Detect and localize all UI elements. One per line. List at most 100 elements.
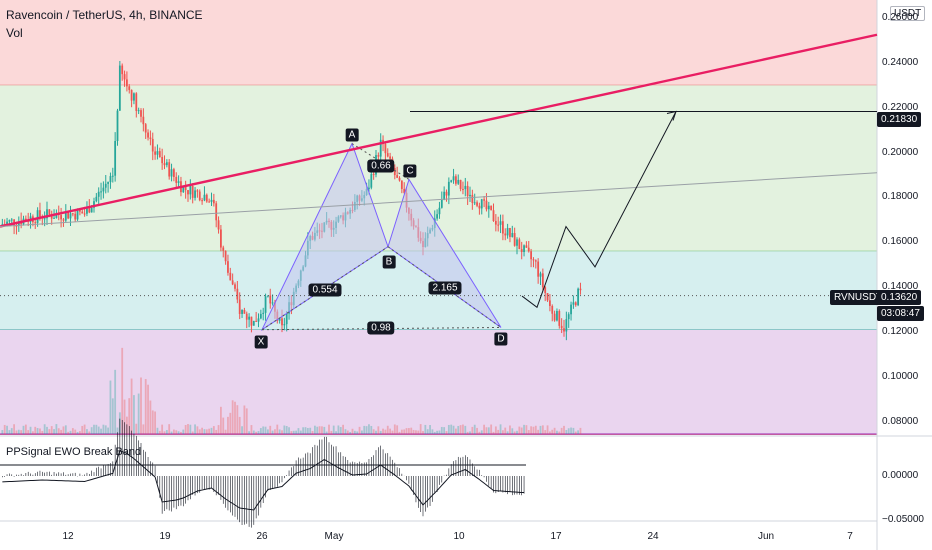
candle-body-59 — [140, 110, 142, 117]
volume-bar-170 — [400, 429, 403, 434]
candle-body-31 — [74, 213, 77, 220]
volume-bar-152 — [358, 426, 361, 434]
volume-bar-98 — [231, 400, 234, 434]
time-tick-3: May — [324, 531, 344, 542]
volume-bar-66 — [156, 427, 159, 434]
candle-body-94 — [222, 247, 225, 251]
candle-body-100 — [236, 288, 239, 300]
candle-body-185 — [436, 214, 438, 219]
volume-bar-3 — [8, 430, 11, 434]
fib-ratio-3: 0.98 — [367, 321, 395, 335]
volume-bar-39 — [93, 424, 95, 434]
candle-body-227 — [534, 260, 537, 262]
candle-body-193 — [455, 176, 457, 184]
candle-body-2 — [6, 221, 8, 225]
volume-bar-121 — [285, 425, 288, 434]
candle-body-239 — [563, 328, 565, 332]
price-tick-4: 0.18000 — [882, 191, 919, 203]
candle-body-223 — [525, 245, 528, 248]
volume-bar-195 — [459, 425, 462, 434]
volume-bar-18 — [43, 424, 46, 434]
candle-body-196 — [462, 188, 464, 190]
volume-bar-25 — [60, 429, 62, 434]
pattern-point-B: B — [382, 255, 396, 269]
candle-body-216 — [509, 228, 511, 237]
candle-body-95 — [224, 250, 227, 262]
price-tick-3: 0.20000 — [882, 146, 919, 158]
volume-bar-223 — [525, 425, 528, 434]
candle-body-50 — [118, 65, 121, 111]
volume-bar-221 — [520, 427, 523, 434]
price-tick-9: 0.08000 — [882, 415, 919, 427]
pattern-dotted-1 — [351, 143, 410, 180]
candle-body-39 — [93, 201, 95, 208]
candle-body-93 — [220, 229, 222, 248]
price-tick-1: 0.24000 — [882, 56, 919, 68]
volume-bar-43 — [102, 424, 105, 434]
volume-bar-128 — [302, 427, 305, 434]
candle-body-235 — [553, 313, 556, 321]
candle-body-57 — [135, 93, 138, 111]
volume-bar-242 — [570, 427, 572, 434]
volume-bar-112 — [264, 426, 267, 434]
pattern-dotted-2 — [387, 246, 502, 328]
volume-bar-168 — [396, 425, 399, 434]
volume-bar-93 — [220, 406, 222, 434]
volume-bar-189 — [445, 431, 448, 434]
candle-body-28 — [67, 211, 70, 219]
candle-body-108 — [255, 320, 258, 322]
volume-bar-64 — [151, 410, 154, 434]
volume-legend[interactable]: Vol — [6, 26, 23, 40]
candle-body-90 — [212, 199, 215, 204]
candle-body-66 — [156, 151, 159, 155]
candle-body-38 — [90, 207, 93, 213]
candle-body-191 — [450, 180, 453, 182]
candle-body-29 — [69, 213, 72, 219]
chart-legend-title[interactable]: Ravencoin / TetherUS, 4h, BINANCE — [6, 8, 203, 22]
volume-bar-169 — [398, 431, 401, 434]
candle-body-170 — [400, 180, 403, 189]
candle-body-62 — [147, 132, 149, 138]
candle-body-87 — [205, 194, 208, 202]
currency-unit-badge[interactable]: USDT — [890, 6, 926, 21]
candle-body-63 — [149, 137, 152, 139]
volume-bar-21 — [50, 426, 53, 434]
volume-bar-77 — [182, 429, 185, 434]
candle-body-33 — [79, 209, 81, 212]
volume-bar-83 — [196, 426, 199, 434]
candle-body-56 — [133, 93, 135, 101]
volume-bar-131 — [309, 427, 312, 434]
candle-body-41 — [97, 191, 100, 197]
indicator-title[interactable]: PPSignal EWO Break Band — [6, 446, 142, 458]
volume-bar-219 — [516, 430, 518, 434]
volume-bar-200 — [471, 426, 474, 434]
volume-bar-181 — [426, 429, 429, 434]
volume-bar-29 — [69, 430, 72, 434]
candle-body-16 — [39, 210, 41, 217]
volume-bar-116 — [274, 429, 276, 434]
volume-bar-10 — [24, 424, 27, 434]
zone-1 — [0, 85, 877, 252]
volume-bar-232 — [546, 425, 549, 434]
volume-bar-6 — [15, 430, 18, 434]
volume-bar-37 — [88, 431, 91, 434]
candle-body-61 — [144, 124, 147, 133]
volume-bar-166 — [391, 430, 394, 434]
time-tick-7: Jun — [757, 531, 775, 542]
volume-bar-155 — [365, 426, 368, 434]
volume-bar-209 — [492, 431, 495, 434]
volume-bar-192 — [452, 425, 455, 434]
volume-bar-11 — [27, 430, 30, 434]
candle-body-226 — [532, 259, 535, 261]
volume-bar-212 — [499, 424, 502, 434]
volume-bar-202 — [476, 427, 478, 434]
candle-body-105 — [248, 316, 250, 320]
volume-bar-117 — [276, 424, 279, 434]
volume-bar-214 — [504, 427, 507, 434]
candle-body-32 — [76, 209, 79, 220]
volume-bar-147 — [346, 430, 349, 434]
volume-bar-229 — [539, 425, 542, 434]
candle-body-120 — [283, 324, 286, 326]
candle-body-207 — [487, 205, 490, 210]
